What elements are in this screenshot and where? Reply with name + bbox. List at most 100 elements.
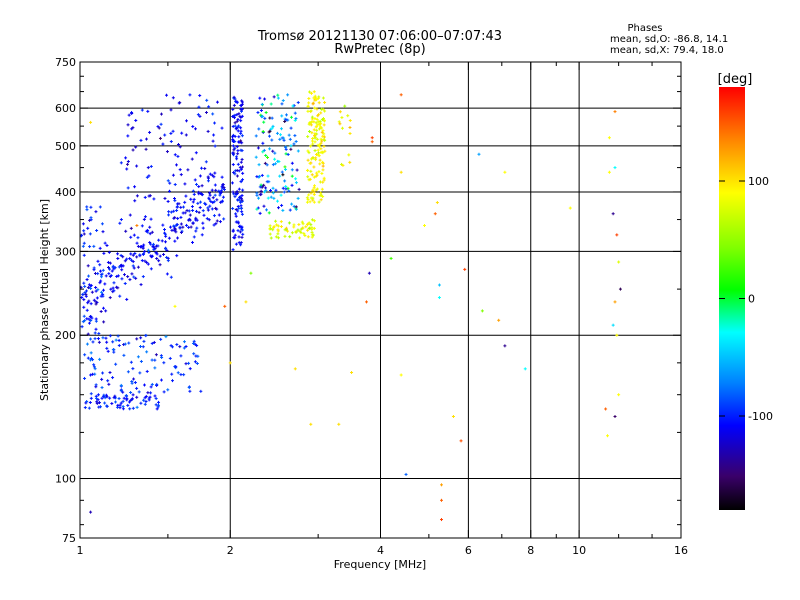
phase-point bbox=[234, 242, 238, 246]
phase-point bbox=[149, 385, 153, 389]
phase-point bbox=[607, 136, 611, 140]
phase-point bbox=[294, 230, 298, 234]
phase-point bbox=[268, 224, 272, 228]
phase-point bbox=[161, 223, 165, 227]
phase-point bbox=[115, 274, 119, 278]
phase-point bbox=[166, 259, 170, 263]
phase-point bbox=[306, 197, 310, 201]
phase-point bbox=[195, 226, 199, 230]
phase-point bbox=[297, 187, 301, 191]
phase-point bbox=[143, 195, 147, 199]
phase-point bbox=[89, 396, 93, 400]
phase-point bbox=[316, 96, 320, 100]
phase-point bbox=[105, 395, 109, 399]
phase-point bbox=[266, 155, 270, 159]
phase-point bbox=[126, 186, 130, 190]
phase-point bbox=[255, 191, 259, 195]
phase-point bbox=[237, 140, 241, 144]
phase-point bbox=[265, 180, 269, 184]
phase-point bbox=[322, 119, 326, 123]
phase-point bbox=[233, 233, 237, 237]
phase-point bbox=[235, 113, 239, 117]
phase-point bbox=[606, 434, 610, 438]
phase-point bbox=[370, 140, 374, 144]
phase-point bbox=[159, 122, 163, 126]
phase-point bbox=[309, 422, 313, 426]
phase-point bbox=[86, 286, 90, 290]
phase-point bbox=[306, 175, 310, 179]
phase-point bbox=[296, 101, 300, 105]
phase-point bbox=[260, 102, 264, 106]
phase-point bbox=[343, 104, 347, 108]
phase-point bbox=[497, 318, 501, 322]
phase-point bbox=[284, 118, 288, 122]
phase-point bbox=[280, 203, 284, 207]
phase-point bbox=[130, 381, 134, 385]
phase-point bbox=[234, 208, 238, 212]
phase-point bbox=[215, 219, 219, 223]
phase-point bbox=[126, 403, 130, 407]
phase-point bbox=[104, 336, 108, 340]
phase-point bbox=[87, 406, 91, 410]
phase-point bbox=[239, 196, 243, 200]
phase-point bbox=[112, 350, 116, 354]
phase-point bbox=[237, 235, 241, 239]
phase-point bbox=[109, 287, 113, 291]
phase-point bbox=[291, 104, 295, 108]
phase-point bbox=[228, 361, 232, 365]
phase-point bbox=[236, 220, 240, 224]
phase-point bbox=[173, 183, 177, 187]
phase-point bbox=[611, 323, 615, 327]
phase-point bbox=[212, 175, 216, 179]
phase-point bbox=[178, 345, 182, 349]
phase-point bbox=[101, 371, 105, 375]
phase-point bbox=[152, 245, 156, 249]
phase-point bbox=[176, 216, 180, 220]
phase-point bbox=[187, 361, 191, 365]
phase-point bbox=[236, 129, 240, 133]
phase-point bbox=[272, 196, 276, 200]
phase-point bbox=[283, 234, 287, 238]
phase-point bbox=[154, 403, 158, 407]
phase-point bbox=[83, 291, 87, 295]
phase-point bbox=[237, 135, 241, 139]
phase-point bbox=[159, 112, 163, 116]
phase-point bbox=[300, 220, 304, 224]
phase-point bbox=[139, 244, 143, 248]
phase-point bbox=[239, 119, 243, 123]
phase-point bbox=[315, 171, 319, 175]
phase-point bbox=[270, 138, 274, 142]
phase-point bbox=[322, 137, 326, 141]
phase-point bbox=[237, 187, 241, 191]
phase-point bbox=[296, 149, 300, 153]
phase-point bbox=[348, 160, 352, 164]
phase-point bbox=[119, 218, 123, 222]
phase-point bbox=[311, 189, 315, 193]
phase-point bbox=[265, 163, 269, 167]
phase-point bbox=[261, 114, 265, 118]
phase-point bbox=[129, 258, 133, 262]
phase-point bbox=[176, 236, 180, 240]
phase-point bbox=[305, 196, 309, 200]
phase-point bbox=[284, 226, 288, 230]
phase-point bbox=[613, 166, 617, 170]
phase-point bbox=[86, 356, 90, 360]
phase-point bbox=[293, 118, 297, 122]
phase-point bbox=[85, 342, 89, 346]
phase-point bbox=[282, 138, 286, 142]
phase-point bbox=[200, 166, 204, 170]
phase-point bbox=[101, 294, 105, 298]
phase-point bbox=[611, 212, 615, 216]
phase-point bbox=[279, 133, 283, 137]
phase-point bbox=[312, 90, 316, 94]
phase-point bbox=[114, 362, 118, 366]
phase-point bbox=[293, 134, 297, 138]
phase-point bbox=[315, 107, 319, 111]
phase-point bbox=[210, 173, 214, 177]
phase-point bbox=[212, 214, 216, 218]
phase-point bbox=[315, 152, 319, 156]
phase-point bbox=[208, 191, 212, 195]
phase-point bbox=[90, 316, 94, 320]
phase-point bbox=[80, 325, 84, 329]
y-axis-ticks: 75 100 200 300 400 500 600 750 bbox=[55, 56, 681, 545]
